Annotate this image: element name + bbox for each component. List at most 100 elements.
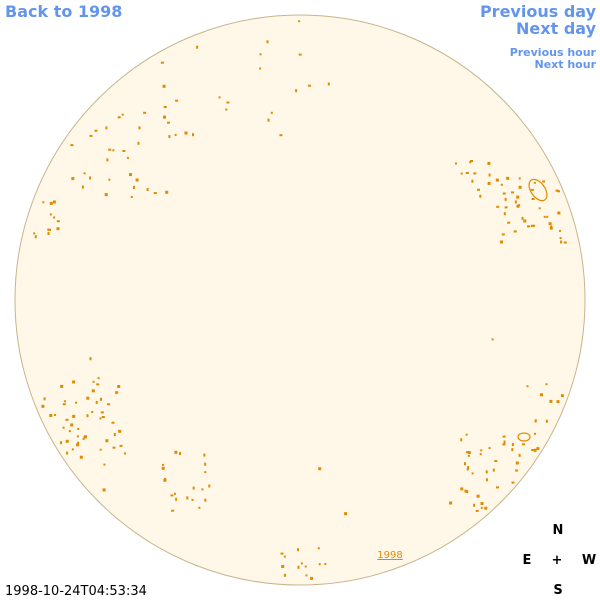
feature-speck: [324, 563, 327, 565]
feature-speck: [111, 421, 115, 424]
feature-speck: [514, 200, 517, 204]
feature-speck: [122, 150, 126, 152]
feature-speck: [496, 205, 500, 208]
feature-speck: [162, 84, 166, 88]
feature-speck: [533, 448, 537, 452]
feature-speck: [298, 53, 302, 56]
feature-speck: [91, 389, 95, 393]
next-day-link[interactable]: Next day: [516, 19, 597, 38]
feature-speck: [75, 401, 78, 404]
feature-speck: [521, 443, 525, 446]
feature-speck: [106, 158, 109, 162]
region-label[interactable]: 1998: [377, 550, 402, 561]
feature-speck: [146, 188, 149, 191]
back-link[interactable]: Back to 1998: [5, 2, 122, 21]
feature-speck: [203, 453, 206, 457]
feature-speck: [473, 172, 477, 175]
feature-speck: [168, 135, 171, 139]
feature-speck: [72, 380, 76, 384]
feature-speck: [471, 472, 474, 475]
feature-speck: [480, 502, 484, 505]
feature-speck: [143, 111, 147, 114]
next-hour-link[interactable]: Next hour: [535, 58, 597, 71]
feature-speck: [81, 185, 84, 189]
feature-speck: [68, 430, 71, 433]
feature-speck: [113, 433, 116, 437]
feature-speck: [49, 201, 53, 205]
feature-speck: [107, 403, 110, 406]
feature-speck: [465, 172, 469, 174]
feature-speck: [557, 211, 561, 215]
feature-speck: [560, 240, 563, 244]
feature-speck: [175, 99, 179, 102]
features: [33, 20, 567, 580]
feature-speck: [76, 435, 79, 438]
feature-speck: [77, 427, 80, 430]
feature-speck: [557, 190, 560, 193]
feature-speck: [97, 377, 100, 380]
feature-speck: [163, 115, 166, 119]
feature-speck: [546, 215, 549, 218]
feature-speck: [531, 449, 535, 451]
feature-speck: [477, 188, 480, 191]
feature-speck: [534, 432, 536, 435]
feature-speck: [534, 419, 537, 423]
feature-speck: [89, 176, 91, 180]
feature-speck: [504, 206, 508, 209]
feature-speck: [545, 419, 548, 423]
previous-day-link[interactable]: Previous day: [480, 2, 597, 21]
feature-speck: [112, 149, 115, 152]
feature-speck: [559, 229, 561, 232]
feature-speck: [464, 489, 467, 493]
feature-contour: [517, 432, 531, 442]
feature-speck: [71, 448, 74, 451]
feature-speck: [460, 487, 464, 491]
feature-speck: [162, 463, 165, 466]
feature-speck: [161, 466, 165, 470]
feature-speck: [70, 144, 74, 147]
feature-speck: [208, 484, 211, 488]
feature-speck: [455, 162, 457, 165]
feature-speck: [119, 444, 123, 447]
feature-speck: [507, 221, 511, 224]
timestamp: 1998-10-24T04:53:34: [5, 584, 147, 599]
feature-speck: [174, 133, 177, 136]
feature-speck: [52, 200, 56, 204]
feature-speck: [118, 429, 122, 433]
feature-speck: [204, 498, 207, 502]
feature-speck: [523, 219, 527, 223]
feature-speck: [485, 478, 488, 482]
feature-speck: [92, 380, 95, 383]
compass-east: E: [523, 553, 532, 568]
feature-speck: [77, 441, 80, 444]
feature-speck: [71, 177, 75, 181]
previous-hour-link[interactable]: Previous hour: [510, 46, 597, 59]
feature-speck: [192, 133, 194, 137]
feature-speck: [96, 383, 100, 386]
feature-speck: [94, 129, 98, 132]
feature-speck: [317, 547, 320, 550]
feature-speck: [175, 497, 178, 501]
feature-speck: [500, 183, 503, 186]
feature-speck: [108, 148, 112, 151]
feature-speck: [492, 468, 495, 472]
feature-speck: [466, 451, 468, 454]
feature-speck: [538, 207, 541, 210]
feature-speck: [42, 201, 45, 204]
feature-speck: [469, 161, 472, 164]
feature-speck: [167, 121, 170, 124]
feature-speck: [283, 573, 286, 577]
feature-speck: [174, 492, 176, 495]
feature-speck: [514, 230, 517, 233]
feature-speck: [502, 192, 506, 195]
feature-speck: [545, 383, 548, 386]
feature-speck: [186, 496, 189, 500]
feature-speck: [305, 574, 308, 577]
feature-speck: [259, 53, 262, 56]
feature-speck: [473, 503, 476, 507]
feature-speck: [460, 172, 463, 175]
feature-speck: [536, 447, 540, 451]
feature-speck: [494, 460, 498, 462]
feature-speck: [267, 118, 270, 122]
feature-speck: [511, 443, 514, 447]
